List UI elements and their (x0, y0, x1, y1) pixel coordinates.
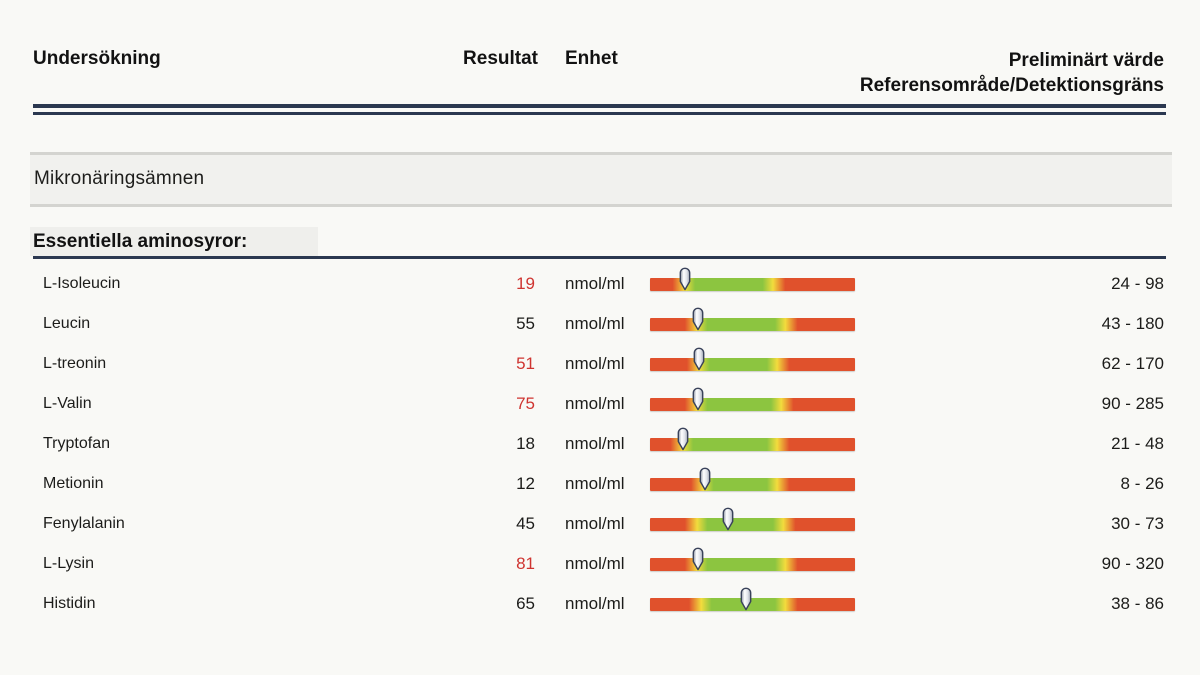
analyte-name: Fenylalanin (43, 515, 125, 532)
gradient-bar (650, 438, 855, 451)
table-row: Fenylalanin 45 nmol/ml 30 - 73 (0, 504, 1200, 544)
gradient-bar (650, 318, 855, 331)
unit-label: nmol/ml (565, 354, 625, 373)
reference-range-bar (650, 544, 855, 584)
reference-range-bar (650, 344, 855, 384)
column-header-preliminart-varde: Preliminärt värde Referensområde/Detekti… (860, 48, 1164, 98)
column-header-undersokning: Undersökning (33, 48, 161, 69)
analyte-name: Tryptofan (43, 435, 110, 452)
result-marker-icon (679, 267, 691, 291)
subsection-rule (33, 256, 1166, 259)
unit-label: nmol/ml (565, 314, 625, 333)
analyte-name: Leucin (43, 315, 91, 332)
gradient-bar (650, 558, 855, 571)
gradient-bar (650, 358, 855, 371)
reference-range-text: 8 - 26 (1120, 474, 1164, 493)
analyte-name: Metionin (43, 475, 104, 492)
table-row: L-Isoleucin 19 nmol/ml 24 - 98 (0, 264, 1200, 304)
reference-range-bar (650, 504, 855, 544)
result-marker-icon (677, 427, 689, 451)
result-marker-icon (722, 507, 734, 531)
column-header-enhet: Enhet (565, 48, 618, 69)
result-value: 51 (516, 354, 535, 373)
subsection-highlight-box (30, 227, 318, 256)
unit-label: nmol/ml (565, 594, 625, 613)
reference-range-bar (650, 424, 855, 464)
reference-range-bar (650, 464, 855, 504)
table-row: Tryptofan 18 nmol/ml 21 - 48 (0, 424, 1200, 464)
reference-range-bar (650, 264, 855, 304)
analyte-name: L-Isoleucin (43, 275, 121, 292)
result-marker-icon (699, 467, 711, 491)
gradient-bar (650, 398, 855, 411)
column-header-preliminart-line1: Preliminärt värde (1008, 50, 1164, 71)
header-rule-top (33, 104, 1166, 108)
reference-range-text: 24 - 98 (1111, 274, 1164, 293)
result-value: 19 (516, 274, 535, 293)
column-header-referensomrade-line2: Referensområde/Detektionsgräns (859, 75, 1164, 96)
results-table-body: L-Isoleucin 19 nmol/ml 24 - 98 Leucin 55… (0, 264, 1200, 624)
unit-label: nmol/ml (565, 554, 625, 573)
result-marker-icon (692, 547, 704, 571)
unit-label: nmol/ml (565, 434, 625, 453)
unit-label: nmol/ml (565, 394, 625, 413)
unit-label: nmol/ml (565, 274, 625, 293)
result-value: 45 (516, 514, 535, 533)
gradient-bar (650, 518, 855, 531)
reference-range-text: 90 - 285 (1101, 394, 1164, 413)
result-marker-icon (740, 587, 752, 611)
table-row: Leucin 55 nmol/ml 43 - 180 (0, 304, 1200, 344)
subsection-title-essentiella-aminosyror: Essentiella aminosyror: (33, 231, 248, 252)
table-row: L-Valin 75 nmol/ml 90 - 285 (0, 384, 1200, 424)
analyte-name: L-treonin (43, 355, 107, 372)
result-marker-icon (692, 387, 704, 411)
result-value: 18 (516, 434, 535, 453)
reference-range-bar (650, 384, 855, 424)
reference-range-text: 43 - 180 (1101, 314, 1164, 333)
table-row: Histidin 65 nmol/ml 38 - 86 (0, 584, 1200, 624)
table-row: L-treonin 51 nmol/ml 62 - 170 (0, 344, 1200, 384)
reference-range-text: 38 - 86 (1111, 594, 1164, 613)
analyte-name: L-Valin (43, 395, 92, 412)
gradient-bar (650, 278, 855, 291)
analyte-name: L-Lysin (43, 555, 94, 572)
result-value: 65 (516, 594, 535, 613)
table-row: Metionin 12 nmol/ml 8 - 26 (0, 464, 1200, 504)
analyte-name: Histidin (43, 595, 96, 612)
result-marker-icon (693, 347, 705, 371)
header-rule-bottom (33, 112, 1166, 115)
result-marker-icon (692, 307, 704, 331)
reference-range-text: 21 - 48 (1111, 434, 1164, 453)
unit-label: nmol/ml (565, 474, 625, 493)
result-value: 55 (516, 314, 535, 333)
reference-range-text: 62 - 170 (1101, 354, 1164, 373)
result-value: 75 (516, 394, 535, 413)
gradient-bar (650, 598, 855, 611)
reference-range-bar (650, 584, 855, 624)
table-row: L-Lysin 81 nmol/ml 90 - 320 (0, 544, 1200, 584)
reference-range-text: 30 - 73 (1111, 514, 1164, 533)
gradient-bar (650, 478, 855, 491)
section-title: Mikronäringsämnen (34, 168, 205, 189)
reference-range-text: 90 - 320 (1101, 554, 1164, 573)
section-band-mikronaringsamnen: Mikronäringsämnen (30, 152, 1172, 207)
reference-range-bar (650, 304, 855, 344)
unit-label: nmol/ml (565, 514, 625, 533)
column-header-resultat: Resultat (463, 48, 538, 69)
result-value: 12 (516, 474, 535, 493)
result-value: 81 (516, 554, 535, 573)
